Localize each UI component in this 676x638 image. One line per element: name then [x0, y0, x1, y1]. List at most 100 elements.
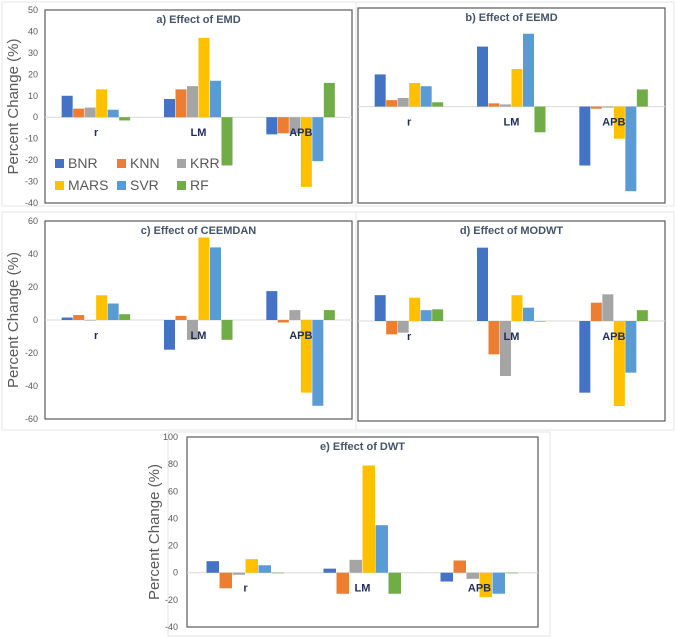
y-tick-label: 20	[28, 69, 38, 79]
bar-bnr-r	[206, 561, 219, 573]
panel-border	[355, 1, 675, 207]
legend: BNR KNN KRR MARS SVR RF	[55, 155, 220, 193]
bar-svr-lm	[210, 80, 221, 118]
panel-title: c) Effect of CEEMDAN	[141, 225, 257, 237]
bar-krr-r	[84, 320, 96, 321]
bar-krr-r	[232, 572, 245, 575]
bar-bnr-apb	[266, 117, 278, 135]
y-tick-label: -40	[25, 381, 38, 391]
bar-svr-apb	[492, 572, 505, 594]
bar-knn-r	[73, 108, 85, 118]
category-label: r	[94, 127, 99, 139]
bar-knn-apb	[590, 302, 602, 321]
category-label: LM	[504, 117, 520, 129]
y-tick-label: 30	[28, 48, 38, 58]
y-tick-label: 80	[168, 459, 178, 469]
y-tick-label: 0	[173, 568, 178, 578]
panel-d: d) Effect of MODWT r LM APB	[355, 211, 675, 431]
y-tick-label: 10	[28, 91, 38, 101]
bar-rf-apb	[323, 82, 335, 118]
bar-bnr-r	[61, 95, 73, 118]
y-tick-label: 40	[28, 26, 38, 36]
bar-rf-r	[119, 314, 131, 320]
bar-krr-apb	[602, 106, 614, 108]
bar-svr-apb	[312, 117, 324, 162]
panel-title: d) Effect of MODWT	[460, 225, 564, 237]
bar-knn-apb	[453, 560, 466, 573]
category-label: r	[94, 330, 99, 342]
y-tick-label: 60	[28, 216, 38, 226]
bar-bnr-r	[61, 317, 73, 320]
category-label: LM	[504, 331, 520, 343]
bar-knn-r	[219, 572, 232, 589]
category-label: LM	[191, 330, 207, 342]
bar-rf-apb	[636, 310, 648, 321]
y-axis-label: Percent Change (%)	[146, 464, 163, 600]
y-tick-label: -20	[165, 595, 178, 605]
bar-rf-apb	[636, 89, 648, 107]
bar-krr-lm	[187, 86, 198, 118]
y-tick-label: -30	[25, 177, 38, 187]
bar-krr-apb	[602, 294, 614, 321]
y-axis-label: Percent Change (%)	[5, 252, 22, 388]
bar-mars-apb	[613, 321, 625, 406]
legend-swatch-knn	[117, 159, 126, 168]
y-tick-label: -10	[25, 134, 38, 144]
bar-knn-r	[73, 315, 85, 320]
legend-label: RF	[190, 177, 209, 193]
panel-title: e) Effect of DWT	[320, 441, 405, 453]
y-axis-label: Percent Change (%)	[5, 39, 22, 175]
bar-mars-lm	[511, 295, 523, 321]
bar-svr-apb	[312, 320, 324, 406]
bar-bnr-lm	[323, 568, 336, 573]
bar-mars-r	[96, 89, 108, 118]
legend-label: KRR	[190, 155, 220, 171]
category-label: APB	[289, 330, 312, 342]
bar-svr-r	[420, 310, 432, 321]
bar-krr-r	[397, 98, 409, 107]
category-label: LM	[355, 583, 371, 595]
y-tick-label: -20	[25, 155, 38, 165]
bar-mars-r	[409, 297, 421, 321]
bar-bnr-apb	[440, 572, 453, 582]
y-tick-label: 50	[28, 5, 38, 15]
bar-rf-r	[271, 572, 284, 574]
panel-title: b) Effect of EEMD	[465, 12, 557, 24]
bar-rf-r	[432, 102, 444, 107]
panel-title: a) Effect of EMD	[156, 14, 240, 26]
bar-knn-apb	[277, 117, 289, 134]
panel-b: b) Effect of EEMD r LM APB	[355, 1, 675, 207]
bar-mars-apb	[613, 106, 625, 139]
bar-knn-lm	[488, 103, 500, 107]
bar-rf-lm	[534, 321, 546, 322]
bar-rf-lm	[221, 117, 233, 166]
bar-knn-lm	[488, 321, 500, 355]
y-tick-label: 40	[28, 249, 38, 259]
bar-knn-lm	[175, 315, 187, 320]
category-label: r	[407, 331, 412, 343]
bar-mars-apb	[300, 320, 312, 393]
panel-e: 100 80 60 40 20 0 -20 -40 Percent Change (%) e) E…	[146, 431, 551, 637]
bar-bnr-r	[374, 74, 386, 107]
bar-krr-lm	[500, 321, 511, 376]
panel-border	[355, 211, 675, 431]
bar-svr-lm	[375, 525, 388, 573]
legend-swatch-bnr	[55, 159, 64, 168]
y-tick-label: 0	[33, 112, 38, 122]
bar-mars-r	[96, 295, 108, 320]
bar-svr-r	[420, 86, 432, 107]
y-tick-label: 60	[168, 486, 178, 496]
panel-a: 50 40 30 20 10 0 -10 -20 -30 -40 Percent Change (%…	[1, 1, 357, 208]
bar-rf-r	[432, 309, 444, 321]
bar-krr-r	[84, 107, 96, 118]
legend-swatch-krr	[177, 159, 186, 168]
bar-krr-apb	[289, 117, 301, 134]
y-tick-label: -60	[25, 414, 38, 424]
bar-knn-apb	[590, 106, 602, 109]
legend-label: KNN	[130, 155, 160, 171]
bar-rf-lm	[221, 320, 233, 340]
bar-svr-apb	[625, 321, 637, 373]
legend-swatch-mars	[55, 181, 64, 190]
bar-krr-r	[397, 321, 409, 333]
